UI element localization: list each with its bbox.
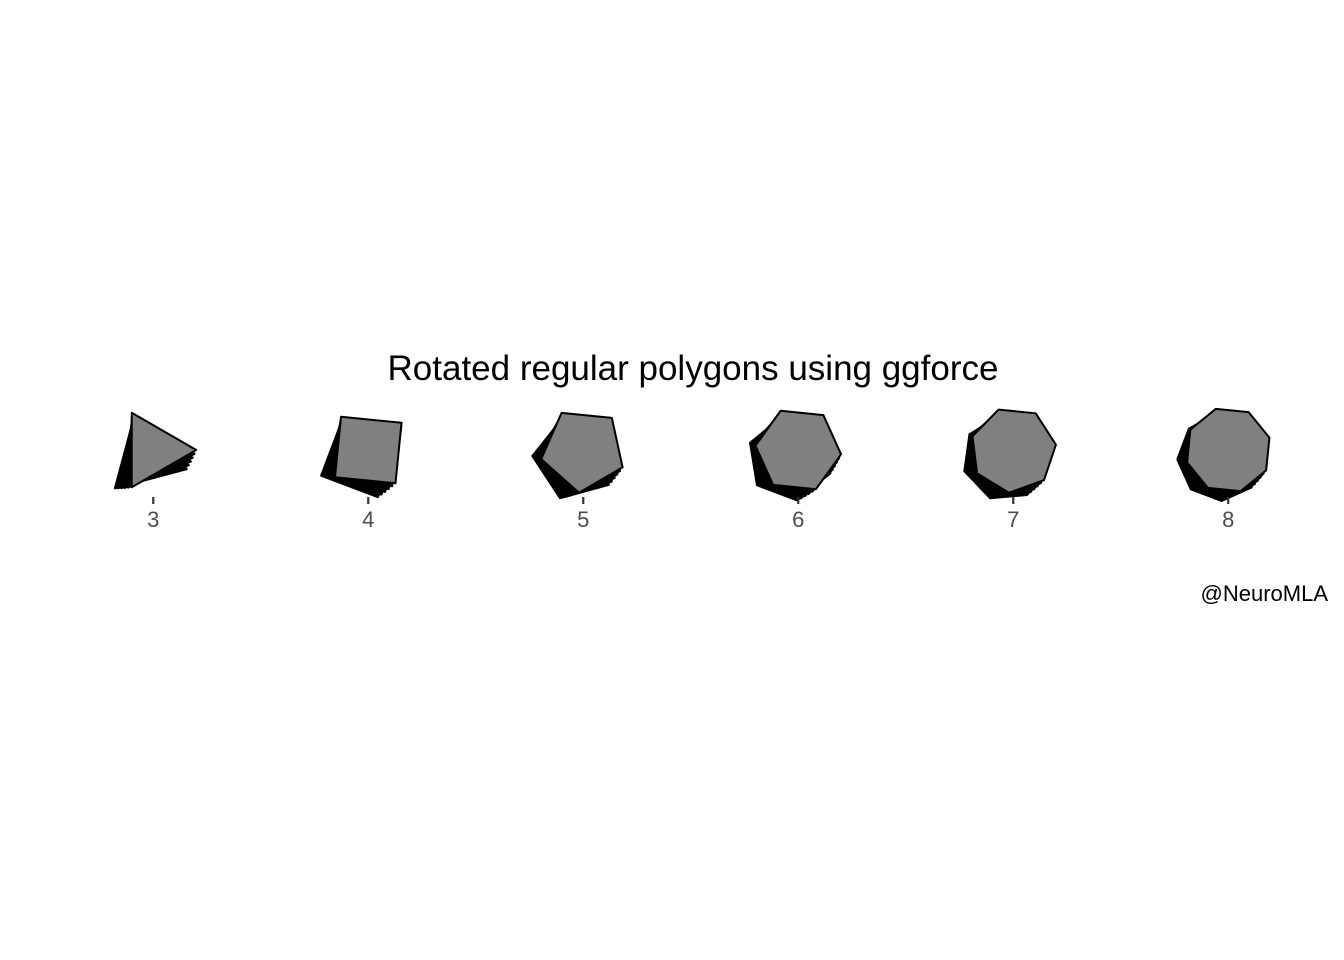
chart-title: Rotated regular polygons using ggforce xyxy=(388,349,999,388)
polygon-5-layer-1 xyxy=(540,411,624,494)
x-tick-label-6: 6 xyxy=(792,507,804,532)
polygon-4-layer-1 xyxy=(333,415,403,485)
x-axis: 3 4 5 6 7 8 xyxy=(147,497,1234,532)
chart-caption: @NeuroMLA xyxy=(1201,581,1329,606)
polygon-group-7 xyxy=(963,408,1057,500)
polygon-group-6 xyxy=(749,409,843,502)
polygon-6-layer-1 xyxy=(754,409,843,491)
x-tick-label-5: 5 xyxy=(577,507,589,532)
polygon-group-8 xyxy=(1176,407,1271,502)
x-tick-label-7: 7 xyxy=(1007,507,1019,532)
polygon-group-5 xyxy=(531,411,624,500)
polygon-7-layer-1 xyxy=(971,408,1057,494)
x-tick-label-3: 3 xyxy=(147,507,159,532)
polygon-8-layer-1 xyxy=(1186,407,1271,493)
polygon-group-4 xyxy=(320,415,403,499)
polygon-3-layer-1 xyxy=(130,411,198,489)
x-tick-label-8: 8 xyxy=(1222,507,1234,532)
polygon-layer xyxy=(113,407,1271,502)
polygon-group-3 xyxy=(113,411,198,490)
x-tick-label-4: 4 xyxy=(362,507,374,532)
